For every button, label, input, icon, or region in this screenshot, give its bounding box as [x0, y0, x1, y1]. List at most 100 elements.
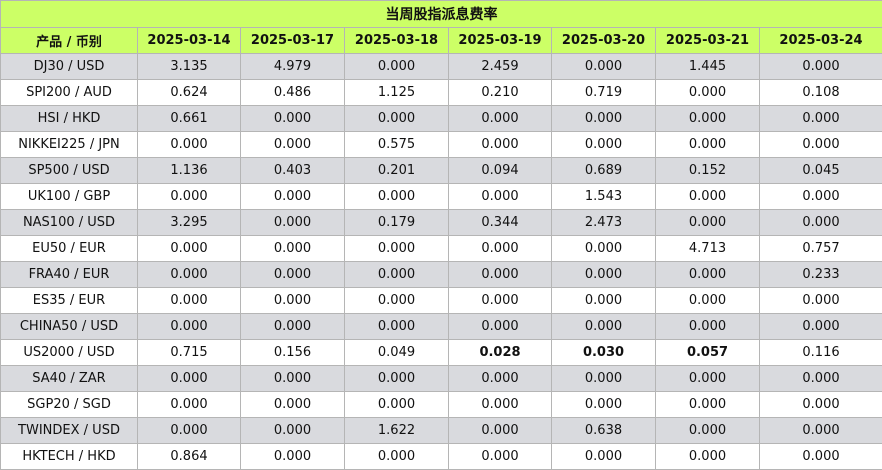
rate-cell: 0.000	[656, 366, 760, 392]
rate-cell: 0.000	[345, 444, 449, 470]
rate-cell: 2.473	[552, 210, 656, 236]
rate-cell: 1.622	[345, 418, 449, 444]
rate-cell: 0.000	[656, 444, 760, 470]
rate-cell: 0.000	[552, 262, 656, 288]
rate-cell: 0.156	[241, 340, 345, 366]
table-title: 当周股指派息费率	[1, 1, 882, 28]
rate-cell: 0.000	[241, 132, 345, 158]
rate-cell: 0.000	[345, 288, 449, 314]
rate-cell: 0.000	[760, 418, 882, 444]
rate-cell: 0.000	[345, 54, 449, 80]
rate-cell: 0.403	[241, 158, 345, 184]
rate-cell: 0.000	[656, 210, 760, 236]
rate-cell: 0.757	[760, 236, 882, 262]
product-cell: ES35 / EUR	[1, 288, 138, 314]
product-cell: SPI200 / AUD	[1, 80, 138, 106]
product-cell: FRA40 / EUR	[1, 262, 138, 288]
rate-cell: 0.486	[241, 80, 345, 106]
rate-cell: 0.000	[345, 392, 449, 418]
rate-cell: 0.201	[345, 158, 449, 184]
rate-cell: 0.661	[138, 106, 241, 132]
rate-cell: 0.000	[449, 106, 552, 132]
rate-cell: 0.108	[760, 80, 882, 106]
column-header-date: 2025-03-20	[552, 28, 656, 54]
product-cell: SA40 / ZAR	[1, 366, 138, 392]
rate-cell: 0.000	[241, 314, 345, 340]
rate-cell: 0.000	[656, 418, 760, 444]
rate-cell: 0.000	[552, 106, 656, 132]
rate-cell: 0.116	[760, 340, 882, 366]
rate-cell: 0.000	[760, 314, 882, 340]
rate-cell: 0.000	[345, 184, 449, 210]
table-title-row: 当周股指派息费率	[1, 1, 882, 28]
rate-cell: 0.000	[241, 288, 345, 314]
column-header-product: 产品 / 币别	[1, 28, 138, 54]
rate-cell: 0.638	[552, 418, 656, 444]
rate-cell: 0.000	[656, 184, 760, 210]
rate-cell: 0.689	[552, 158, 656, 184]
product-cell: UK100 / GBP	[1, 184, 138, 210]
rate-cell: 0.715	[138, 340, 241, 366]
rate-cell: 0.045	[760, 158, 882, 184]
rate-cell: 0.000	[449, 392, 552, 418]
rate-cell: 0.000	[138, 418, 241, 444]
rate-cell: 0.000	[449, 262, 552, 288]
rate-cell: 0.000	[449, 444, 552, 470]
rate-cell: 0.210	[449, 80, 552, 106]
rate-cell: 0.000	[345, 366, 449, 392]
rate-cell: 0.000	[656, 80, 760, 106]
rate-cell: 0.094	[449, 158, 552, 184]
product-cell: EU50 / EUR	[1, 236, 138, 262]
rate-cell: 0.000	[449, 288, 552, 314]
column-header-date: 2025-03-17	[241, 28, 345, 54]
rate-cell: 0.000	[449, 132, 552, 158]
rate-cell: 1.445	[656, 54, 760, 80]
rate-cell: 0.000	[449, 236, 552, 262]
rate-cell: 0.000	[138, 366, 241, 392]
rate-cell: 0.000	[449, 184, 552, 210]
column-header-date: 2025-03-14	[138, 28, 241, 54]
rate-cell: 1.136	[138, 158, 241, 184]
rate-cell: 0.000	[449, 366, 552, 392]
rate-cell: 0.575	[345, 132, 449, 158]
rate-cell: 3.295	[138, 210, 241, 236]
rate-cell: 0.000	[138, 132, 241, 158]
rate-cell: 0.000	[552, 314, 656, 340]
rate-cell: 0.000	[345, 314, 449, 340]
product-cell: DJ30 / USD	[1, 54, 138, 80]
rate-cell: 0.000	[656, 262, 760, 288]
product-cell: CHINA50 / USD	[1, 314, 138, 340]
rate-cell: 0.000	[241, 418, 345, 444]
rate-cell: 0.000	[656, 132, 760, 158]
rate-cell: 0.000	[552, 132, 656, 158]
rate-cell: 0.000	[138, 262, 241, 288]
rate-cell: 0.000	[760, 366, 882, 392]
rate-cell: 0.000	[656, 392, 760, 418]
rate-cell: 0.000	[138, 184, 241, 210]
rate-cell: 0.000	[241, 262, 345, 288]
rate-cell: 0.000	[241, 236, 345, 262]
product-cell: SGP20 / SGD	[1, 392, 138, 418]
rate-cell: 0.000	[760, 392, 882, 418]
rate-cell: 0.000	[241, 444, 345, 470]
rate-cell: 0.000	[345, 236, 449, 262]
column-header-date: 2025-03-24	[760, 28, 882, 54]
rate-cell: 0.000	[760, 106, 882, 132]
rate-cell: 0.000	[552, 288, 656, 314]
rate-cell: 0.000	[345, 106, 449, 132]
rate-cell: 0.000	[138, 236, 241, 262]
rate-cell: 0.000	[760, 288, 882, 314]
